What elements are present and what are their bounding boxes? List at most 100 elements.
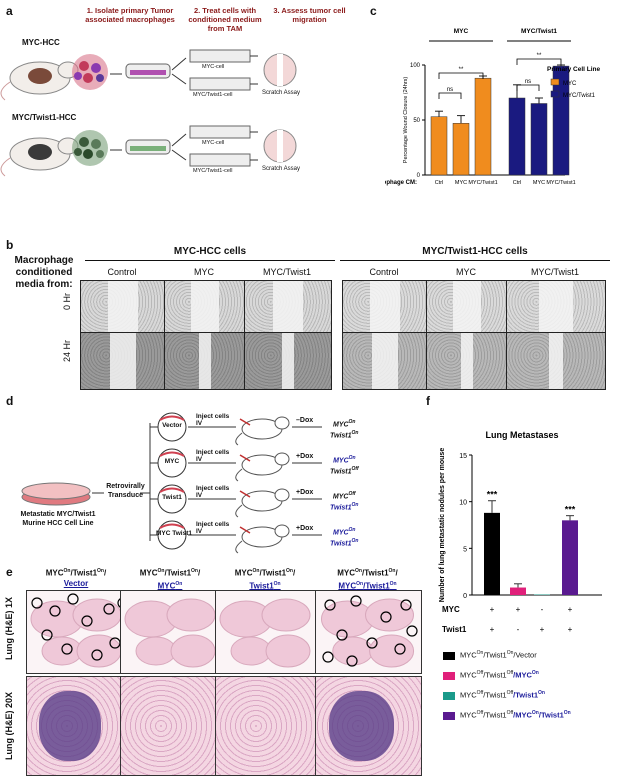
lung-title-sup: On bbox=[191, 568, 198, 574]
scratch-image bbox=[164, 280, 246, 334]
f-legend-cs: On bbox=[531, 670, 539, 676]
vector-circle bbox=[157, 520, 187, 550]
f-ytick-label: 5 bbox=[463, 546, 467, 553]
f-twist-sign: + bbox=[568, 625, 573, 634]
outcome-myc: MYCOn bbox=[330, 526, 358, 537]
tumor-cells-1-icon bbox=[72, 54, 108, 90]
c-xtick-label: MYC bbox=[533, 180, 545, 186]
c-sig-bracket bbox=[438, 72, 484, 79]
c-xtick-label: MYC/Twist1 bbox=[546, 180, 575, 186]
lung-title-line2: Twist1On bbox=[211, 579, 319, 592]
scratch-gap bbox=[548, 333, 564, 389]
f-legend-item: MYCOff/Twist1Off/Twist1On bbox=[460, 690, 545, 700]
outcome-myc: MYCOn bbox=[330, 454, 359, 465]
scratch-gap bbox=[538, 281, 574, 333]
lung-title-part: MYC bbox=[234, 568, 253, 578]
lung-title-sup: On bbox=[355, 568, 362, 574]
vector-label: Twist1 bbox=[162, 494, 182, 501]
f-twist-sign: - bbox=[517, 625, 520, 634]
lung-column-title: MYCOn/Twist1On/MYCOn/Twist1On bbox=[311, 566, 424, 591]
assay-label-2: Scratch Assay bbox=[262, 166, 301, 172]
outcome-twist: Twist1On bbox=[330, 501, 358, 512]
c-ytick-label: 50 bbox=[413, 118, 420, 124]
group2-header: MYC/Twist1-HCC cells bbox=[422, 246, 528, 257]
f-legend-item: MYCOff/Twist1Off/MYCOn bbox=[460, 670, 539, 680]
outcome-twist: Twist1On bbox=[330, 429, 358, 440]
lung-1x-image bbox=[315, 590, 422, 674]
f-legend-swatch bbox=[443, 692, 455, 700]
lung-title-line2: MYCOn/Twist1On bbox=[311, 579, 424, 592]
nodule-circle bbox=[41, 629, 53, 641]
panel-label-e: e bbox=[6, 565, 13, 579]
c-sig-label: ** bbox=[459, 67, 464, 73]
cell-label-2b: MYC/Twist1-cell bbox=[193, 168, 233, 174]
f-title: Lung Metastases bbox=[485, 430, 558, 440]
nodule-circle bbox=[31, 597, 43, 609]
c-xtick-label: MYC bbox=[455, 180, 467, 186]
panel-d-diagram bbox=[21, 412, 322, 554]
c-bar bbox=[430, 116, 448, 176]
lung-column-title: MYCOn/Twist1On/Vector bbox=[22, 566, 130, 589]
step-2-text: 2. Treat cells with conditioned medium f… bbox=[188, 6, 262, 33]
c-ytick-label: 0 bbox=[417, 173, 421, 179]
outcome-label: MYCOff Twist1On bbox=[330, 490, 358, 513]
f-legend-cs: On bbox=[531, 710, 539, 716]
lung-title-part: Twist1 bbox=[249, 581, 274, 591]
lung-title-part: / bbox=[197, 568, 201, 578]
f-row-twist: Twist1 bbox=[442, 625, 467, 634]
dox-label: +Dox bbox=[296, 453, 314, 460]
row-label-1x: Lung (H&E) 1X bbox=[4, 597, 14, 660]
c-bar bbox=[474, 77, 492, 176]
f-legend-c: /Twist1 bbox=[513, 690, 539, 700]
c-legend-title: Primary Cell Line bbox=[547, 66, 600, 73]
f-legend-as: On bbox=[476, 650, 484, 656]
c-sig-bracket bbox=[438, 92, 462, 99]
f-legend-as: Off bbox=[476, 690, 484, 696]
lung-1x-image bbox=[120, 590, 222, 674]
lung-title-line2: Vector bbox=[22, 579, 130, 589]
nodule-circle bbox=[406, 625, 418, 637]
f-legend-a: MYC bbox=[460, 670, 477, 680]
nodule-circle bbox=[394, 643, 406, 655]
c-bar bbox=[508, 97, 526, 176]
scratch-image bbox=[164, 332, 246, 390]
row1-label: MYC-HCC bbox=[22, 38, 60, 47]
c-legend-swatch bbox=[550, 78, 560, 86]
lung-20x-image bbox=[215, 676, 317, 776]
lung-title-line1: MYCOn/Twist1On/ bbox=[116, 566, 224, 579]
f-legend-ds: On bbox=[563, 710, 571, 716]
outcome-label: MYCOn Twist1Off bbox=[330, 454, 359, 477]
inject-label: Inject cells IV bbox=[196, 485, 230, 499]
conditioned-media-label: Macrophage conditioned media from: bbox=[14, 255, 74, 290]
scratch-gap bbox=[281, 333, 295, 389]
outcome-twist-sup: Off bbox=[351, 466, 359, 473]
f-bar bbox=[562, 520, 578, 595]
outcome-twist: Twist1On bbox=[330, 537, 358, 548]
c-bar bbox=[530, 103, 548, 176]
c-xtick-label: Ctrl bbox=[435, 180, 444, 186]
f-row-myc: MYC bbox=[442, 605, 460, 614]
panel-label-d: d bbox=[6, 394, 14, 408]
row2-label: MYC/Twist1-HCC bbox=[12, 113, 77, 122]
tumor-nodule bbox=[39, 691, 101, 761]
outcome-twist-text: Twist1 bbox=[330, 468, 352, 476]
panel-label-f: f bbox=[426, 394, 430, 408]
outcome-label: MYCOn Twist1On bbox=[330, 418, 358, 441]
f-ytick-label: 10 bbox=[459, 500, 467, 507]
group1-header: MYC-HCC cells bbox=[173, 246, 247, 257]
scratch-gap bbox=[461, 333, 473, 389]
f-legend-a: MYC bbox=[460, 690, 477, 700]
nodule-circle bbox=[49, 605, 61, 617]
col-label-3: MYC/Twist1 bbox=[262, 267, 311, 277]
lung-title-line1: MYCOn/Twist1On/ bbox=[311, 566, 424, 579]
c-legend-swatch bbox=[550, 90, 560, 98]
f-legend-b: /Twist1 bbox=[483, 650, 507, 660]
lung-title-sup: On bbox=[273, 580, 281, 587]
lung-20x-image bbox=[26, 676, 128, 776]
syringe-icon bbox=[239, 418, 251, 426]
assay-label-1: Scratch Assay bbox=[262, 90, 301, 96]
c-legend-item: MYC/Twist1 bbox=[563, 93, 596, 99]
f-legend-bs: On bbox=[506, 650, 514, 656]
lung-title-part: /Twist1 bbox=[363, 581, 390, 591]
outcome-twist-text: Twist1 bbox=[330, 504, 352, 512]
